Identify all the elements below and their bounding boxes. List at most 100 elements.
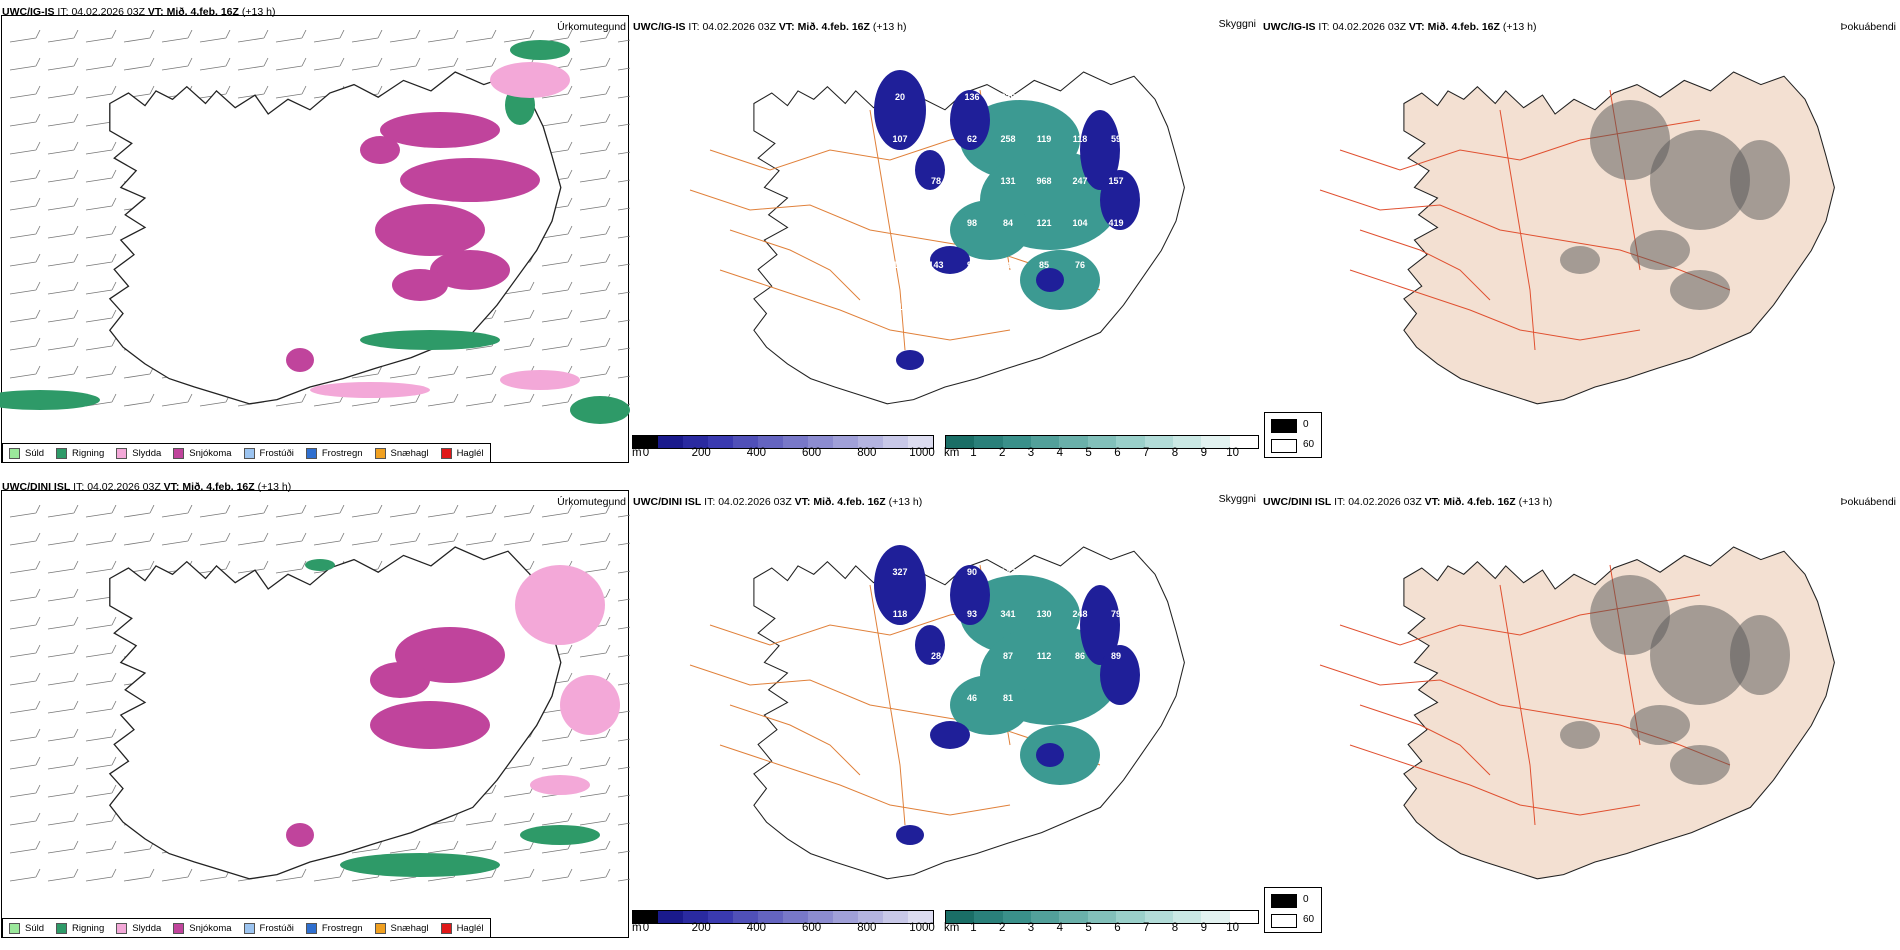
colorbar-segment	[1201, 911, 1230, 923]
fog-legend: 0 60	[1264, 412, 1322, 458]
cloud-base-value: 112	[1037, 651, 1052, 661]
legend-item: Haglél	[440, 447, 484, 459]
legend-label: Súld	[25, 447, 45, 459]
legend-swatch	[116, 922, 128, 934]
legend-label: Haglél	[456, 922, 484, 934]
low-cloud-area	[1100, 170, 1140, 230]
sleet-area	[560, 675, 620, 735]
vt-value: Mið. 4.feb. 16Z	[166, 6, 239, 18]
cloud-base-tick: 400	[746, 447, 766, 459]
low-cloud-area	[874, 545, 926, 625]
it-value: 04.02.2026 03Z	[1332, 21, 1406, 33]
cloud-base-value: 247	[1072, 176, 1087, 186]
colorbar-segment	[733, 911, 758, 923]
low-visibility-area	[950, 200, 1030, 260]
vt-label: VT:	[778, 21, 795, 33]
snow-area	[392, 269, 448, 301]
cloud-base-value: 128	[1072, 567, 1087, 577]
vt-label: VT:	[1424, 496, 1441, 508]
visibility-unit: km	[944, 447, 960, 459]
visibility-tick: 4	[1056, 447, 1063, 459]
legend-item: Snæhagl	[374, 922, 429, 934]
cloud-base-value: 62	[967, 134, 977, 144]
legend-label: Slydda	[132, 922, 162, 934]
colorbar-segment	[783, 436, 808, 448]
visibility-tick: 7	[1142, 922, 1150, 934]
cloud-base-value: 120	[928, 567, 943, 577]
snow-area	[286, 823, 314, 847]
legend-swatch	[305, 447, 317, 459]
rain-area	[510, 40, 570, 60]
fog-legend-low: 0	[1303, 419, 1309, 430]
fog-index-area	[1560, 246, 1600, 274]
colorbar-segment	[1087, 911, 1117, 923]
fog-index-area	[1630, 230, 1690, 270]
legend-swatch	[243, 922, 255, 934]
low-cloud-area	[1080, 585, 1120, 665]
low-cloud-area	[874, 70, 926, 150]
cloud-base-value: 28	[931, 651, 941, 661]
cloud-base-value: 78	[931, 176, 941, 186]
cloud-base-tick: 400	[746, 922, 766, 934]
colorbar-segment	[1229, 911, 1258, 923]
colorbar-segment	[883, 911, 908, 923]
vt-label: VT:	[147, 6, 164, 18]
legend-swatch	[9, 447, 20, 459]
model-name: UWC/IG-IS	[633, 21, 686, 33]
snow-area	[380, 112, 500, 148]
cloud-base-value: 409	[1036, 92, 1051, 102]
visibility-tick: 2	[998, 447, 1006, 459]
cloud-base-value: 94	[967, 260, 977, 270]
colorbar-segment	[633, 436, 658, 448]
cloud-base-tick: 1000	[909, 447, 935, 459]
cloud-base-colorbar	[632, 435, 934, 449]
snow-area	[360, 136, 400, 164]
vt-value: Mið. 4.feb. 16Z	[1427, 21, 1500, 33]
panel-header: UWC/DINI ISL IT: 04.02.2026 03Z VT: Mið.…	[633, 496, 922, 508]
legend-item: Rigning	[56, 447, 104, 459]
it-label: IT:	[1334, 496, 1346, 508]
cloud-base-value: 46	[1111, 260, 1121, 270]
lead-time: (+13 h)	[872, 21, 907, 33]
cloud-base-value: 93	[967, 609, 977, 619]
it-label: IT:	[688, 21, 700, 33]
visibility-panel-title: Skyggni	[1218, 18, 1256, 30]
rain-area	[520, 825, 600, 845]
precip-map	[0, 30, 630, 424]
panel-header: UWC/IG-IS IT: 04.02.2026 03Z VT: Mið. 4.…	[633, 21, 906, 33]
cloud-base-value: 258	[1000, 134, 1015, 144]
precip-type-panel: UWC/IG-IS IT: 04.02.2026 03Z VT: Mið. 4.…	[0, 0, 630, 475]
it-value: 04.02.2026 03Z	[702, 21, 776, 33]
colorbar-segment	[883, 436, 908, 448]
cloud-base-value: 90	[967, 567, 977, 577]
legend-item: Frostregn	[305, 922, 363, 934]
legend-label: Slydda	[132, 447, 162, 459]
cloud-base-tick: 800	[857, 922, 877, 934]
fog-legend-light-swatch	[1271, 914, 1297, 928]
vt-value: Mið. 4.feb. 16Z	[797, 21, 870, 33]
visibility-tick: 1	[970, 447, 977, 459]
cloud-base-value: 143	[1000, 567, 1015, 577]
cloud-base-value: 131	[1000, 176, 1015, 186]
forecast-row: UWC/IG-IS IT: 04.02.2026 03Z VT: Mið. 4.…	[0, 0, 1896, 475]
it-value: 04.02.2026 03Z	[1348, 496, 1422, 508]
cloud-base-labels: 20 90 136 239 409 130 153 107 173 62 258 119 118 59 60…	[892, 92, 1123, 312]
legend-label: Rigning	[72, 922, 105, 934]
fog-legend-low: 0	[1303, 894, 1309, 905]
legend-label: Snjókoma	[189, 922, 232, 934]
colorbar-segment	[758, 436, 783, 448]
precip-legend: Súld Rigning Slydda Snjókoma Frostúði Frostre…	[2, 443, 491, 463]
colorbar-segment	[783, 911, 808, 923]
it-value: 04.02.2026 03Z	[87, 481, 161, 493]
low-cloud-area	[1100, 645, 1140, 705]
cloud-base-tick: 0	[642, 447, 650, 459]
legend-item: Súld	[9, 447, 45, 459]
colorbar-segment	[1144, 436, 1173, 448]
cloud-base-value: 157	[1108, 176, 1123, 186]
legend-label: Frostregn	[321, 922, 363, 934]
cloud-base-tick: 200	[691, 447, 711, 459]
model-name: UWC/IG-IS	[2, 6, 55, 18]
cloud-base-value: 215	[892, 302, 907, 312]
legend-label: Snjókoma	[189, 447, 232, 459]
panel-header: UWC/DINI ISL IT: 04.02.2026 03Z VT: Mið.…	[2, 481, 291, 493]
